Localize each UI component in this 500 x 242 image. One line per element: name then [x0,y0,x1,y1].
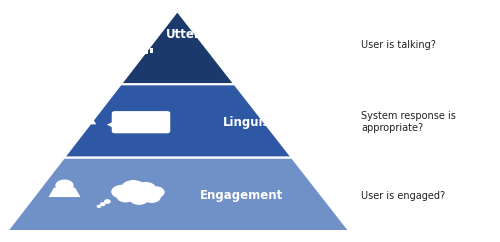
Circle shape [98,205,100,207]
Bar [130,45,133,56]
Polygon shape [107,121,115,129]
Circle shape [136,183,156,195]
Bar [140,45,143,56]
Text: User is talking?: User is talking? [361,40,436,50]
Circle shape [147,187,164,197]
Circle shape [118,191,134,202]
Text: System response is
appropriate?: System response is appropriate? [361,111,456,133]
Circle shape [122,181,145,195]
Bar [96,47,98,54]
Circle shape [144,192,160,202]
Polygon shape [48,188,80,197]
Text: Utterance: Utterance [166,28,232,41]
Bar [150,48,153,53]
FancyBboxPatch shape [112,111,170,133]
Bar [116,47,118,54]
Bar [126,47,128,54]
Polygon shape [64,84,292,158]
Text: Linguistic: Linguistic [224,116,288,129]
Circle shape [104,200,110,203]
Bar [136,43,138,58]
Polygon shape [7,158,349,231]
Polygon shape [75,43,104,52]
Bar [106,43,108,58]
Bar [146,47,148,54]
Polygon shape [120,11,234,84]
Circle shape [100,203,105,205]
Bar [110,45,114,56]
Bar [120,48,123,53]
Text: User is engaged?: User is engaged? [361,190,445,201]
Circle shape [112,186,132,198]
Bar [100,45,103,56]
Text: Engagement: Engagement [200,189,283,202]
Circle shape [74,109,90,119]
Circle shape [56,180,73,191]
Circle shape [130,193,148,204]
Polygon shape [67,116,96,124]
Bar [90,48,94,53]
Circle shape [82,36,97,46]
